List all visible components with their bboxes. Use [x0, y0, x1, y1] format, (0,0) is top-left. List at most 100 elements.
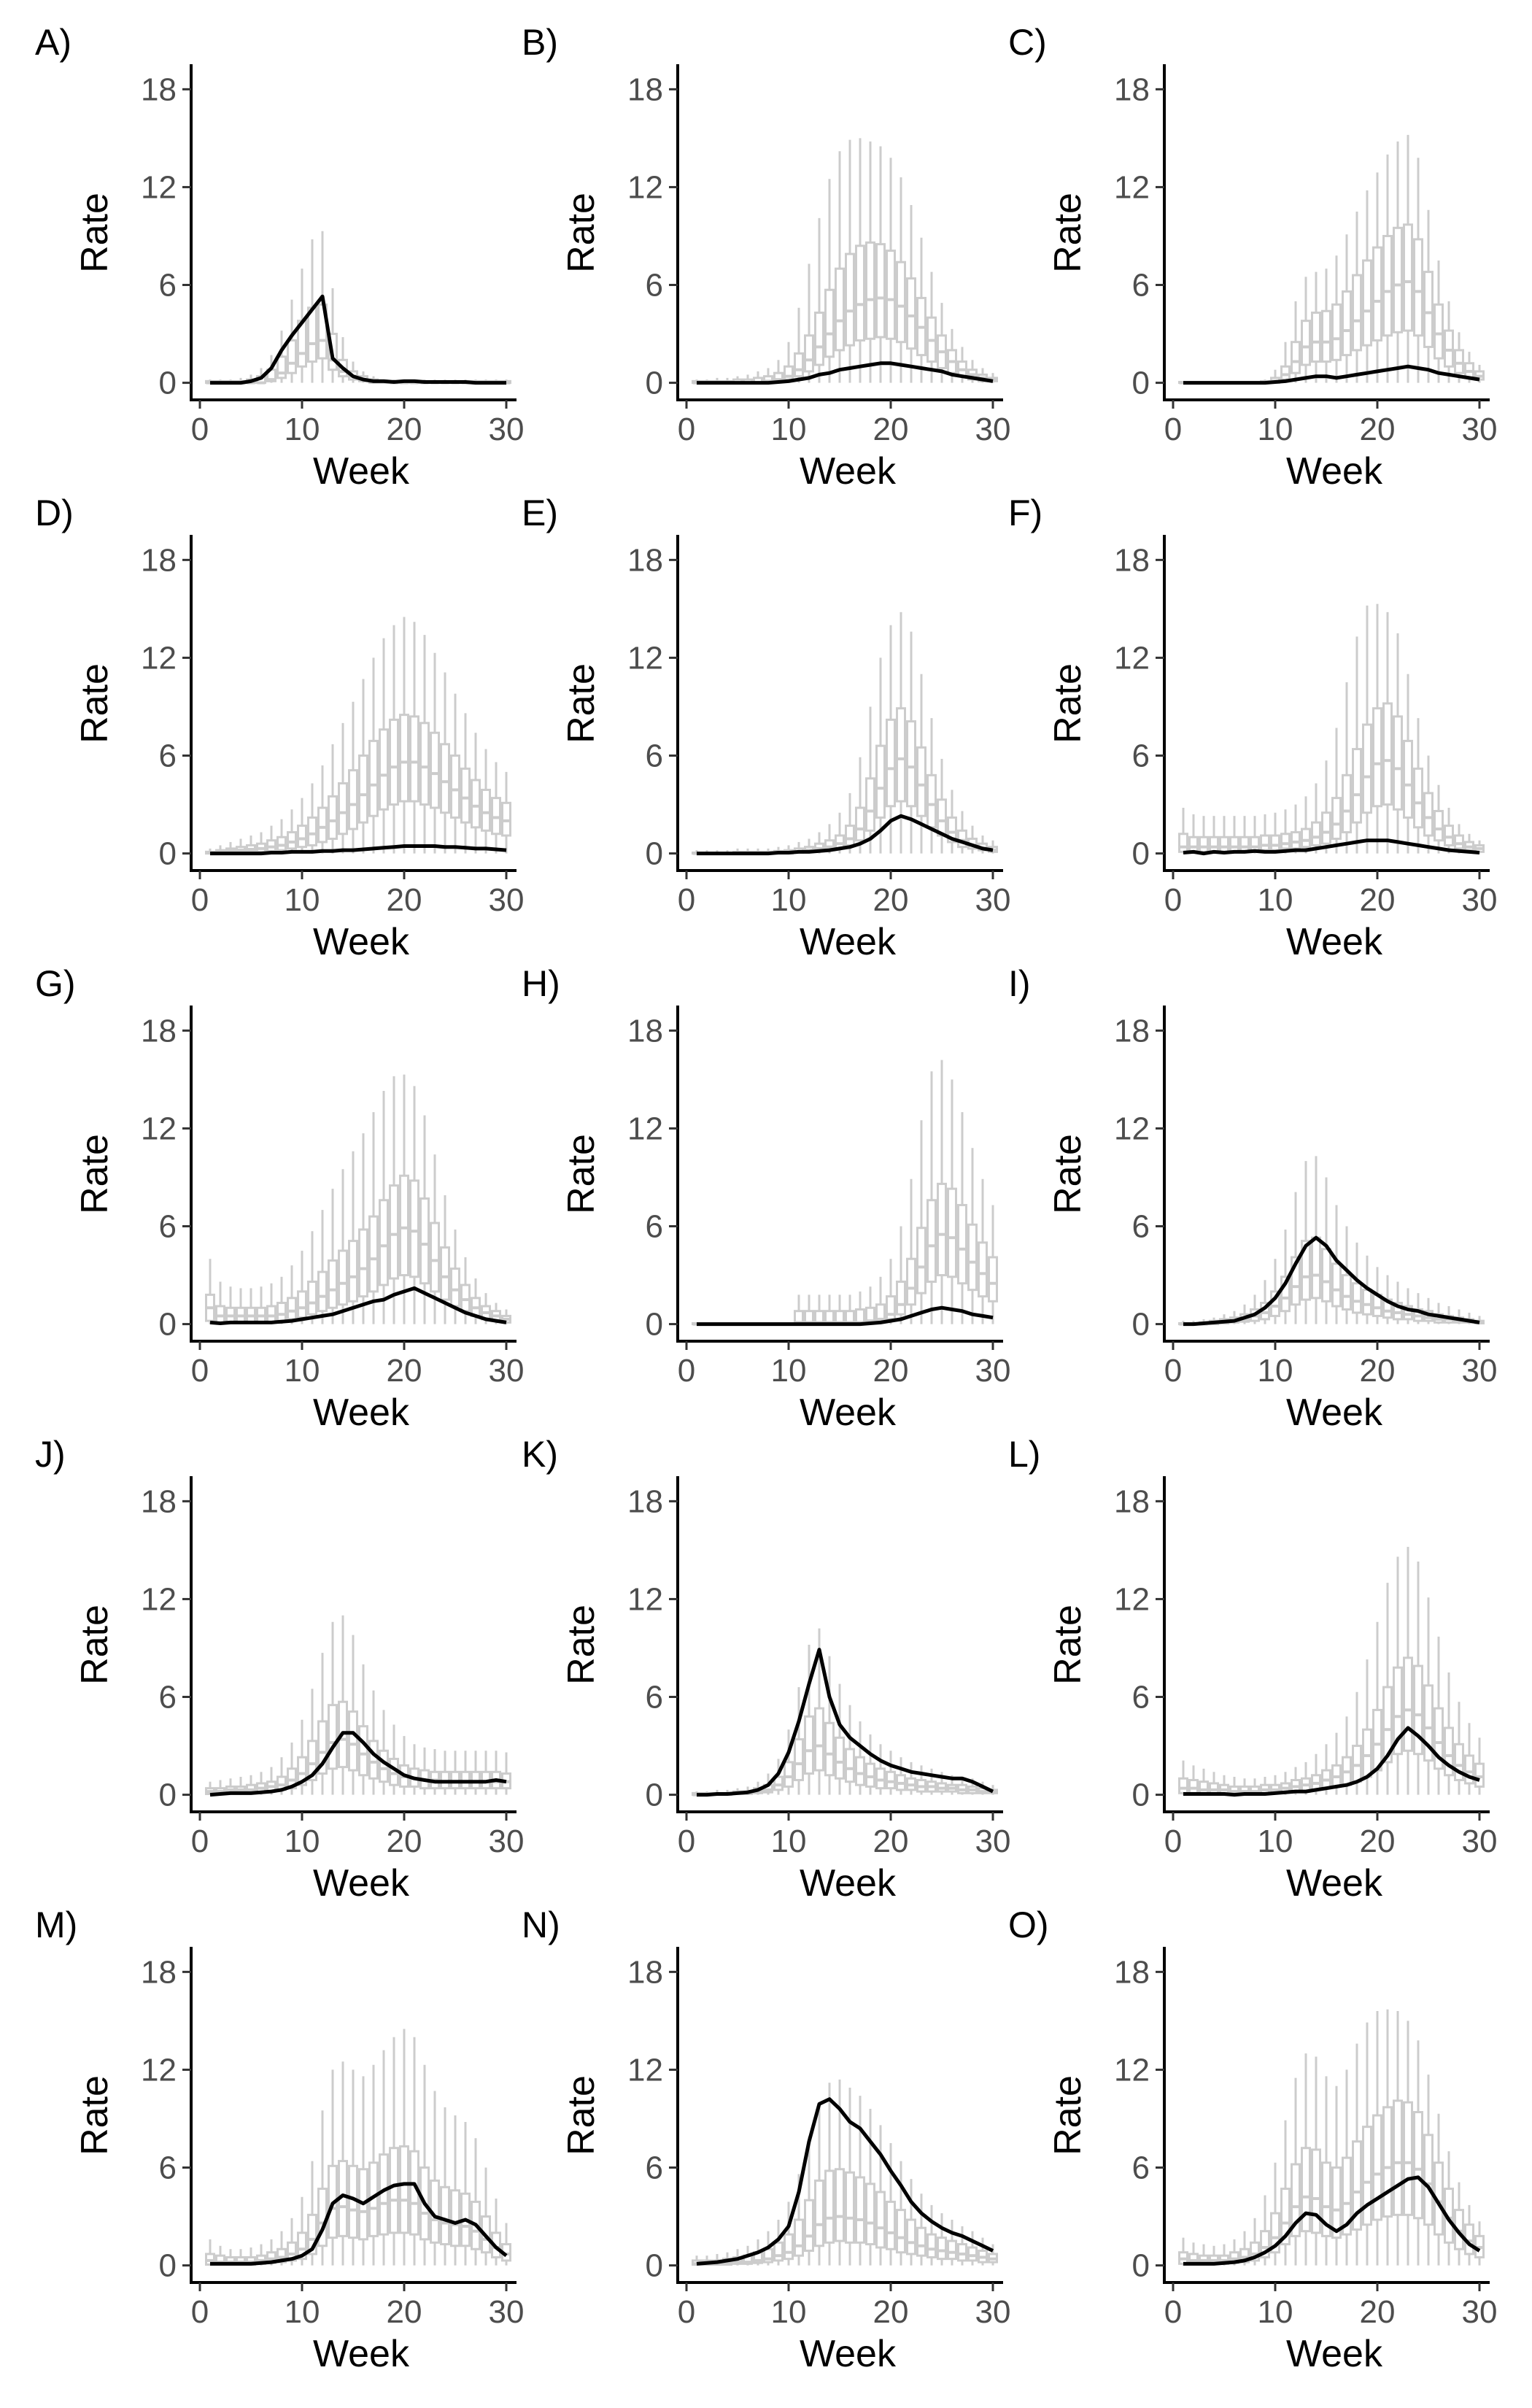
box: [338, 358, 348, 378]
y-axis-title: Rate: [560, 663, 603, 744]
panel-tag: L): [1008, 1434, 1040, 1475]
x-tick-label: 30: [1462, 2294, 1498, 2330]
box: [338, 782, 348, 836]
panel-tag: G): [35, 963, 76, 1004]
x-axis-title: Week: [313, 2333, 410, 2375]
box: [276, 355, 287, 379]
x-axis-title: Week: [1286, 921, 1383, 963]
box: [1321, 2161, 1331, 2237]
x-axis-title: Week: [313, 921, 410, 963]
series-line: [697, 1305, 994, 1327]
y-axis-title: Rate: [74, 1134, 116, 1214]
y-tick-label: 12: [141, 169, 177, 205]
box: [419, 2166, 430, 2241]
box: [916, 746, 926, 817]
panel-tag: J): [35, 1434, 66, 1475]
y-tick-label: 6: [159, 738, 177, 774]
box: [409, 715, 419, 803]
y-tick-label: 6: [1132, 268, 1150, 304]
box: [1311, 1236, 1321, 1300]
y-tick-label: 0: [1132, 1778, 1150, 1813]
box: [440, 2185, 450, 2246]
box: [471, 2200, 481, 2250]
x-axis-title: Week: [800, 1392, 897, 1434]
box: [430, 1222, 440, 1293]
y-tick-label: 12: [1114, 1581, 1150, 1617]
box: [824, 1721, 835, 1777]
x-axis-title: Week: [1286, 1862, 1383, 1905]
box: [1188, 1778, 1199, 1794]
box: [1393, 2099, 1403, 2216]
y-tick-label: 0: [1132, 366, 1150, 401]
x-tick-label: 20: [873, 1353, 909, 1389]
box: [1413, 2111, 1423, 2220]
x-tick-label: 20: [1360, 882, 1396, 918]
box: [1352, 2140, 1362, 2231]
y-tick-label: 6: [1132, 1209, 1150, 1245]
y-axis-title: Rate: [560, 1134, 603, 1214]
x-tick-label: 30: [1462, 412, 1498, 447]
box: [865, 241, 875, 340]
y-tick-label: 0: [1132, 1307, 1150, 1343]
box: [1413, 1664, 1423, 1756]
box: [1454, 349, 1464, 374]
box: [338, 1249, 348, 1306]
y-axis-title: Rate: [74, 1605, 116, 1685]
y-tick-label: 0: [646, 1307, 663, 1343]
box: [1403, 1656, 1413, 1752]
x-tick-label: 10: [771, 412, 807, 447]
box: [297, 1290, 307, 1319]
box: [1423, 2134, 1434, 2226]
box: [1301, 1240, 1311, 1301]
y-tick-label: 6: [646, 738, 663, 774]
box: [501, 801, 511, 837]
x-tick-label: 0: [191, 412, 209, 447]
box: [460, 767, 471, 824]
box: [1372, 246, 1382, 341]
box: [307, 1740, 317, 1781]
box: [348, 769, 358, 830]
y-tick-label: 18: [1114, 1954, 1150, 1990]
x-axis-title: Week: [313, 450, 410, 493]
box: [886, 2200, 896, 2250]
box: [926, 1199, 937, 1283]
x-tick-label: 0: [191, 882, 209, 918]
box: [1250, 836, 1260, 852]
box: [1199, 1780, 1209, 1794]
panel-tag: A): [35, 22, 71, 63]
box: [358, 2168, 368, 2241]
box: [1362, 259, 1372, 347]
box: [1331, 2166, 1342, 2239]
y-tick-label: 0: [646, 366, 663, 401]
x-tick-label: 0: [1164, 882, 1182, 918]
box: [379, 2153, 389, 2236]
box: [886, 1770, 896, 1790]
y-tick-label: 12: [627, 169, 663, 205]
box: [368, 1740, 379, 1780]
x-tick-label: 10: [285, 1353, 320, 1389]
x-tick-label: 30: [489, 882, 525, 918]
y-tick-label: 0: [646, 1778, 663, 1813]
series-line: [209, 1286, 507, 1325]
x-tick-label: 0: [1164, 1353, 1182, 1389]
box: [389, 1184, 399, 1280]
box: [957, 829, 967, 849]
y-axis-title: Rate: [1047, 193, 1089, 273]
x-tick-label: 10: [1258, 1353, 1293, 1389]
y-tick-label: 18: [141, 1013, 177, 1049]
box: [988, 1256, 998, 1303]
box: [317, 1270, 328, 1313]
box: [845, 2171, 855, 2244]
box: [328, 795, 338, 840]
box: [1270, 834, 1280, 852]
y-tick-label: 12: [627, 2052, 663, 2088]
box: [835, 1736, 845, 1780]
box: [875, 1767, 886, 1790]
series-line: [697, 361, 994, 385]
box: [1362, 1289, 1372, 1316]
box: [835, 267, 845, 352]
panel-tag: O): [1008, 1905, 1049, 1945]
x-tick-label: 10: [285, 882, 320, 918]
y-tick-label: 0: [159, 1307, 177, 1343]
box: [328, 1704, 338, 1770]
